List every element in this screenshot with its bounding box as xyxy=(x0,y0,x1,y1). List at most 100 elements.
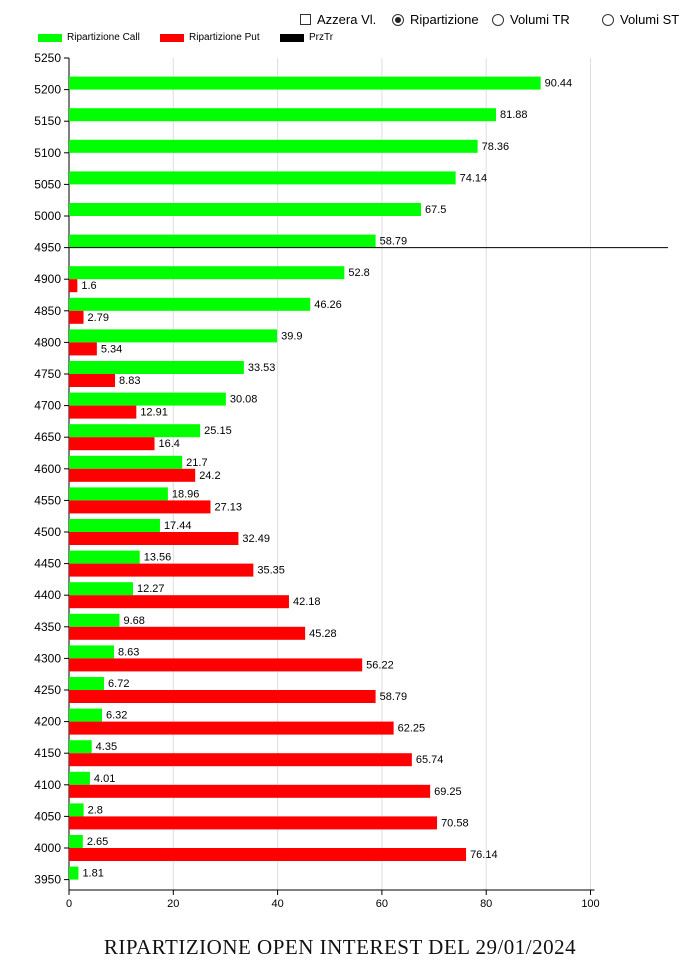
put-bar xyxy=(69,848,467,861)
y-tick-label: 4600 xyxy=(34,462,61,476)
call-bar-value-label: 52.8 xyxy=(348,267,369,279)
y-tick-label: 4200 xyxy=(34,715,61,729)
call-bar-value-label: 81.88 xyxy=(500,109,528,121)
y-tick-label: 3950 xyxy=(34,873,61,887)
y-tick-label: 4700 xyxy=(34,399,61,413)
call-bar xyxy=(69,266,345,280)
y-tick-label: 5250 xyxy=(34,51,61,65)
call-bar xyxy=(69,171,456,185)
call-bar xyxy=(69,297,311,311)
call-bar-value-label: 46.26 xyxy=(314,299,342,311)
volumi-tr-radio[interactable]: Volumi TR xyxy=(492,12,570,27)
put-bar xyxy=(69,342,97,356)
y-tick-label: 4250 xyxy=(34,683,61,697)
y-tick-label: 4000 xyxy=(34,841,61,855)
x-tick-label: 100 xyxy=(581,898,599,910)
put-bar xyxy=(69,658,363,672)
y-tick-label: 5000 xyxy=(34,209,61,223)
azzera-checkbox[interactable]: Azzera Vl. xyxy=(300,12,376,27)
put-bar-value-label: 42.18 xyxy=(293,596,321,608)
y-tick-label: 5050 xyxy=(34,177,61,191)
y-tick-label: 4450 xyxy=(34,557,61,571)
put-bar-value-label: 65.74 xyxy=(416,754,444,766)
put-bar xyxy=(69,310,84,324)
y-tick-label: 4950 xyxy=(34,241,61,255)
put-bar-value-label: 32.49 xyxy=(242,533,270,545)
legend-swatch-prztr xyxy=(280,33,304,42)
put-bar-value-label: 12.91 xyxy=(140,407,168,419)
call-bar xyxy=(69,708,102,722)
put-bar-value-label: 2.79 xyxy=(88,312,109,324)
put-bar-value-label: 58.79 xyxy=(380,691,408,703)
call-bar xyxy=(69,487,168,501)
put-bar xyxy=(69,500,211,514)
call-bar-value-label: 74.14 xyxy=(460,172,488,184)
legend-swatch-put xyxy=(160,33,184,42)
y-tick-label: 4400 xyxy=(34,588,61,602)
call-bar-value-label: 39.9 xyxy=(281,330,302,342)
put-bar-value-label: 62.25 xyxy=(398,723,426,735)
call-bar xyxy=(69,740,92,754)
y-tick-label: 5100 xyxy=(34,146,61,160)
y-tick-label: 5150 xyxy=(34,114,61,128)
y-tick-label: 4300 xyxy=(34,651,61,665)
call-bar xyxy=(69,866,79,880)
y-tick-label: 4350 xyxy=(34,620,61,634)
chart-mode-controls: Azzera Vl. Ripartizione Volumi TR Volumi… xyxy=(296,12,680,34)
call-bar-value-label: 8.63 xyxy=(118,646,139,658)
put-bar xyxy=(69,405,137,419)
call-bar xyxy=(69,455,183,469)
radio-icon[interactable] xyxy=(602,13,614,26)
put-bar-value-label: 27.13 xyxy=(214,501,242,513)
put-bar xyxy=(69,532,239,545)
y-tick-label: 4500 xyxy=(34,525,61,539)
azzera-label: Azzera Vl. xyxy=(317,12,377,27)
y-tick-label: 5200 xyxy=(34,83,61,97)
radio-selected-icon[interactable] xyxy=(392,13,404,26)
call-bar-value-label: 90.44 xyxy=(545,78,573,90)
y-tick-label: 4150 xyxy=(34,746,61,760)
call-bar xyxy=(69,234,376,248)
call-bar xyxy=(69,203,422,216)
call-bar xyxy=(69,803,84,817)
call-bar-value-label: 30.08 xyxy=(230,394,258,406)
call-bar xyxy=(69,139,478,153)
legend-swatch-call xyxy=(38,33,62,42)
put-bar-value-label: 76.14 xyxy=(470,849,498,861)
put-bar-value-label: 56.22 xyxy=(366,659,394,671)
open-interest-chart: 3950 4000 4050 4100 4150 4200 4250 4300 4350 4400… xyxy=(34,51,668,910)
put-bar-value-label: 69.25 xyxy=(434,786,462,798)
y-tick-label: 4650 xyxy=(34,430,61,444)
put-bar xyxy=(69,437,155,451)
call-bar xyxy=(69,613,120,627)
put-bar xyxy=(69,816,438,830)
legend-item-prztr: PrzTr xyxy=(280,32,333,43)
call-bar xyxy=(69,771,90,785)
call-bar-value-label: 21.7 xyxy=(186,457,207,469)
volumi-st-radio[interactable]: Volumi ST xyxy=(602,12,679,27)
call-bar xyxy=(69,582,133,596)
call-bar-value-label: 2.8 xyxy=(88,804,103,816)
ripartizione-radio[interactable]: Ripartizione xyxy=(392,12,479,27)
call-bar xyxy=(69,392,226,406)
legend-label-call: Ripartizione Call xyxy=(67,32,140,43)
put-bar-value-label: 24.2 xyxy=(199,470,220,482)
chart-title: RIPARTIZIONE OPEN INTEREST DEL 29/01/202… xyxy=(103,935,577,959)
y-tick-label: 4100 xyxy=(34,778,61,792)
put-bar xyxy=(69,563,254,577)
call-bar xyxy=(69,108,497,122)
volumi-tr-label: Volumi TR xyxy=(510,12,570,27)
call-bar-value-label: 2.65 xyxy=(87,836,108,848)
x-tick-label: 0 xyxy=(66,898,72,910)
call-bar-value-label: 12.27 xyxy=(137,583,165,595)
put-bar xyxy=(69,279,78,293)
call-bar-value-label: 6.72 xyxy=(108,678,129,690)
checkbox-icon[interactable] xyxy=(300,14,311,25)
radio-icon[interactable] xyxy=(492,13,504,26)
call-bar-value-label: 33.53 xyxy=(248,362,276,374)
call-bar-value-label: 1.81 xyxy=(82,868,103,880)
x-tick-label: 40 xyxy=(271,898,283,910)
put-bar xyxy=(69,468,196,482)
put-bar-value-label: 45.28 xyxy=(309,628,337,640)
legend-item-put: Ripartizione Put xyxy=(160,32,260,43)
